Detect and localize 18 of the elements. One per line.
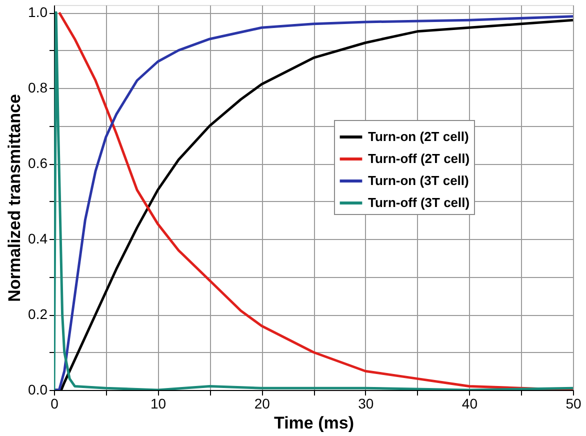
x-axis-title: Time (ms) [274,414,354,432]
legend-label: Turn-on (2T cell) [368,129,469,144]
legend-label: Turn-on (3T cell) [368,173,469,188]
y-tick-label: 1.0 [28,4,48,20]
x-tick-label: 50 [566,396,582,412]
legend-label: Turn-off (2T cell) [368,151,470,166]
y-tick-label: 0.0 [28,382,48,398]
y-tick-label: 0.8 [28,80,48,96]
x-tick-label: 0 [50,396,59,412]
y-tick-label: 0.4 [28,230,48,247]
legend-label: Turn-off (3T cell) [368,195,470,210]
x-tick-label: 30 [358,396,374,412]
x-tick-label: 40 [462,396,478,412]
y-axis-title: Normalized transmittance [5,94,24,302]
x-tick-label: 10 [150,396,166,412]
y-tick-label: 0.6 [28,155,48,172]
x-tick-label: 20 [254,396,270,412]
y-tick-label: 0.2 [28,306,48,322]
